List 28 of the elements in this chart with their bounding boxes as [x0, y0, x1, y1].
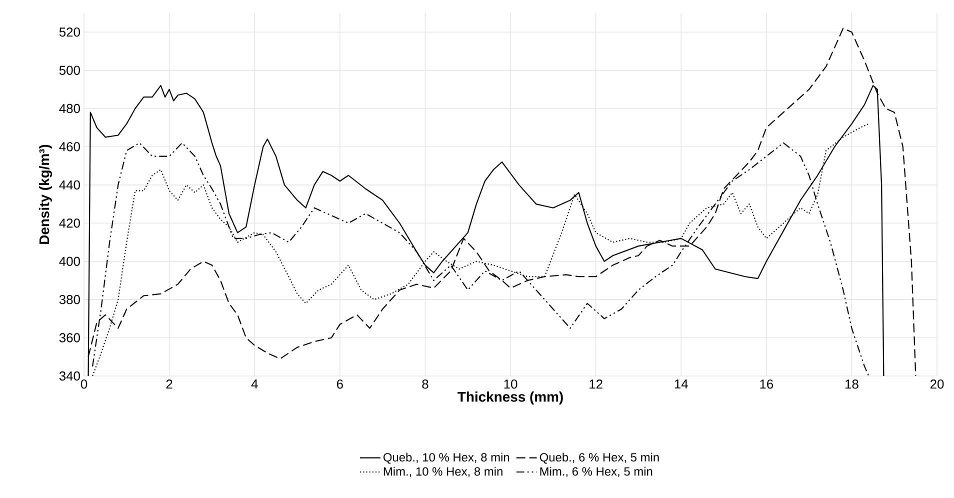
x-tick-label: 10: [504, 380, 518, 389]
y-tick-label: 500: [59, 66, 80, 75]
x-tick-label: 8: [422, 380, 428, 389]
legend-label: Queb., 10 % Hex, 8 min: [383, 452, 510, 464]
y-tick-label: 440: [59, 180, 80, 190]
x-axis-title: Thickness (mm): [458, 392, 563, 405]
y-tick-label: 460: [59, 142, 80, 152]
line-series: [88, 28, 916, 376]
x-tick-label: 20: [930, 380, 944, 389]
x-tick-label: 18: [845, 380, 858, 389]
y-tick-label: 380: [59, 294, 80, 304]
x-tick-label: 6: [336, 380, 343, 389]
x-tick-label: 16: [760, 380, 774, 389]
y-axis-title: Density (kg/m³): [38, 144, 52, 244]
y-tick-label: 360: [59, 333, 80, 342]
x-tick-label: 0: [80, 380, 88, 389]
y-tick-label: 340: [59, 371, 80, 381]
x-tick-label: 2: [166, 380, 172, 389]
y-tick-label: 480: [59, 104, 80, 114]
x-tick-label: 4: [251, 380, 258, 388]
y-tick-label: 520: [59, 28, 80, 37]
x-tick-label: 12: [590, 380, 602, 389]
y-tick-label: 400: [59, 256, 80, 266]
x-tick-label: 14: [674, 380, 688, 388]
legend-label: Mim., 6 % Hex, 5 min: [540, 466, 652, 478]
legend-label: Queb., 6 % Hex, 5 min: [540, 452, 659, 464]
legend-label: Mim., 10 % Hex, 8 min: [384, 466, 502, 478]
y-tick-label: 420: [59, 218, 80, 228]
